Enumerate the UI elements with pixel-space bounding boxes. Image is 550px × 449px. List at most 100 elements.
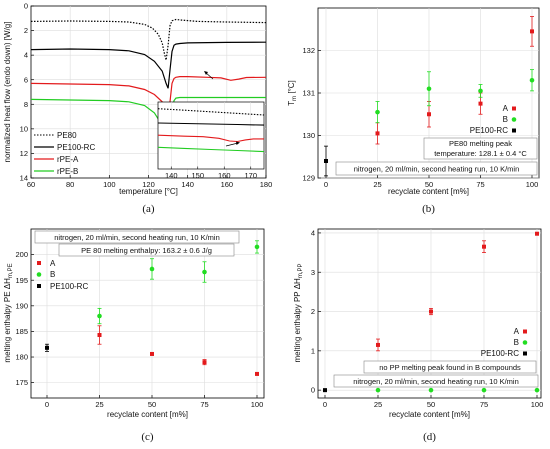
inset-x-tick-label: 170 [244, 171, 257, 180]
data-point-b [478, 88, 483, 94]
inset-series-line-rpe-b [157, 146, 265, 153]
x-tick-label: 0 [323, 400, 327, 409]
data-point-b [481, 387, 487, 393]
panel-d-grid [318, 229, 541, 398]
y-tick-label: 1 [311, 346, 315, 355]
y-tick-label: 4 [311, 229, 315, 238]
y-tick-label: 185 [15, 327, 28, 336]
panel-b-x-ticks: 0 25 50 75 100 [324, 175, 538, 189]
panel-b-y-axis-label: Tm [°C] [287, 80, 298, 106]
data-point-a [375, 131, 380, 136]
x-tick-label: 75 [200, 400, 208, 409]
panel-d-note-box-1 [363, 360, 537, 374]
panel-c-x-ticks: 0 25 50 75 100 [45, 395, 263, 409]
x-tick-label: 140 [181, 180, 194, 189]
y-tick-label: 4 [24, 51, 28, 60]
panel-a-series [30, 18, 267, 150]
data-point-b [426, 86, 432, 92]
legend-label-a: A [50, 259, 56, 268]
x-tick-label: 25 [374, 400, 382, 409]
legend-marker-b [511, 117, 517, 122]
x-tick-label: 100 [103, 180, 116, 189]
data-point-a [255, 371, 259, 376]
y-tick-label: 0 [311, 386, 315, 395]
x-tick-label: 100 [526, 180, 539, 189]
legend-marker-a [37, 261, 41, 265]
data-point-a [530, 29, 534, 34]
legend-marker-b [36, 272, 42, 277]
x-tick-label: 120 [142, 180, 155, 189]
panel-b-note-box-2 [335, 161, 538, 176]
y-tick-label: 14 [20, 174, 28, 183]
panel-b-marks [324, 16, 535, 177]
legend-marker-pe100rc [523, 351, 527, 356]
panel-c-note-1: nitrogen, 20 ml/min, second heating run,… [54, 233, 220, 242]
panel-a-y-ticks: 0 2 4 6 8 10 12 14 [20, 2, 34, 183]
data-point-b [428, 387, 434, 393]
panel-a-inset-arrow-head [236, 141, 240, 145]
panel-a-y-axis-label: normalized heat flow (endo down) [W/g] [3, 22, 12, 163]
legend-label-pe100rc: PE100-RC [481, 349, 519, 358]
panel-b: 0 25 50 75 100 129 130 131 132 recyclate conten… [287, 7, 540, 215]
panel-a-x-ticks: 60 80 100 120 140 160 180 [27, 175, 272, 189]
data-point-a [376, 342, 380, 347]
legend-marker-pe100rc [37, 284, 41, 288]
panel-d-y-ticks: 0 1 2 3 4 [311, 229, 321, 395]
x-tick-label: 25 [373, 180, 381, 189]
x-tick-label: 80 [66, 180, 74, 189]
series-line-pe100-rc [30, 41, 267, 89]
x-tick-label: 25 [95, 400, 103, 409]
y-tick-label: 6 [24, 75, 28, 84]
data-point-b [375, 109, 380, 115]
y-tick-label: 2 [24, 26, 28, 35]
panel-a-inset-x-ticks: 140 150 160 170 [165, 166, 257, 180]
x-tick-label: 180 [260, 180, 273, 189]
inset-x-tick-label: 160 [218, 171, 231, 180]
legend-label-pe100rc: PE100-RC [470, 126, 508, 135]
series-line-rpe-a [30, 75, 267, 117]
data-point-b [375, 387, 381, 393]
y-tick-label: 190 [15, 301, 28, 310]
inset-series-line-rpe-a [157, 134, 264, 143]
legend-label-a: A [503, 104, 509, 113]
legend-label-b: B [514, 338, 519, 347]
data-point-a [535, 231, 539, 236]
panel-c-note-box-2 [58, 243, 235, 257]
inset-x-tick-label: 140 [165, 171, 178, 180]
panel-c: 0 25 50 75 100 175 180 185 190 195 200 recyclate … [3, 228, 265, 443]
x-tick-label: 100 [531, 400, 544, 409]
data-point-a [482, 244, 486, 249]
x-tick-label: 0 [324, 180, 328, 189]
panel-c-note-2: PE 80 melting enthalpy: 163.2 ± 0.6 J/g [81, 246, 212, 255]
panel-c-marks [45, 240, 260, 376]
panel-c-label: (c) [141, 431, 154, 443]
y-tick-label: 132 [302, 46, 315, 55]
legend-label-a: A [514, 327, 520, 336]
data-point-a [427, 112, 431, 117]
legend-label-pe100rc: PE100-RC [50, 282, 88, 291]
data-point-a [202, 360, 207, 365]
panel-d-x-axis-label: recyclate content [m%] [389, 410, 470, 419]
panel-b-note-1b: temperature: 128.1 ± 0.4 °C [434, 149, 527, 158]
legend-marker-a [523, 329, 527, 334]
legend-label-pe100rc: PE100-RC [57, 143, 95, 152]
panel-d-note-1: no PP melting peak found in B compounds [379, 363, 521, 372]
legend-marker-a [512, 106, 516, 111]
legend-label-rpe-b: rPE-B [57, 167, 78, 176]
inset-series-line-pe80 [157, 108, 265, 116]
panel-b-x-axis-label: recyclate content [m%] [388, 187, 469, 196]
data-point-pe100rc [45, 345, 49, 350]
legend-label-b: B [503, 115, 508, 124]
panel-a-arrow-head [204, 71, 208, 75]
panel-b-note-1a: PE80 melting peak [449, 139, 512, 148]
x-tick-label: 160 [221, 180, 234, 189]
y-tick-label: 12 [20, 149, 28, 158]
panel-b-label: (b) [422, 203, 435, 215]
panel-a-inset-area [157, 101, 265, 170]
panel-a: 60 80 100 120 140 160 180 0 2 4 6 8 10 12 14 temperat… [3, 2, 272, 215]
y-tick-label: 2 [311, 307, 315, 316]
panel-c-y-ticks: 175 180 185 190 195 200 [15, 250, 34, 387]
x-tick-label: 75 [476, 180, 484, 189]
series-line-pe80 [30, 18, 267, 61]
